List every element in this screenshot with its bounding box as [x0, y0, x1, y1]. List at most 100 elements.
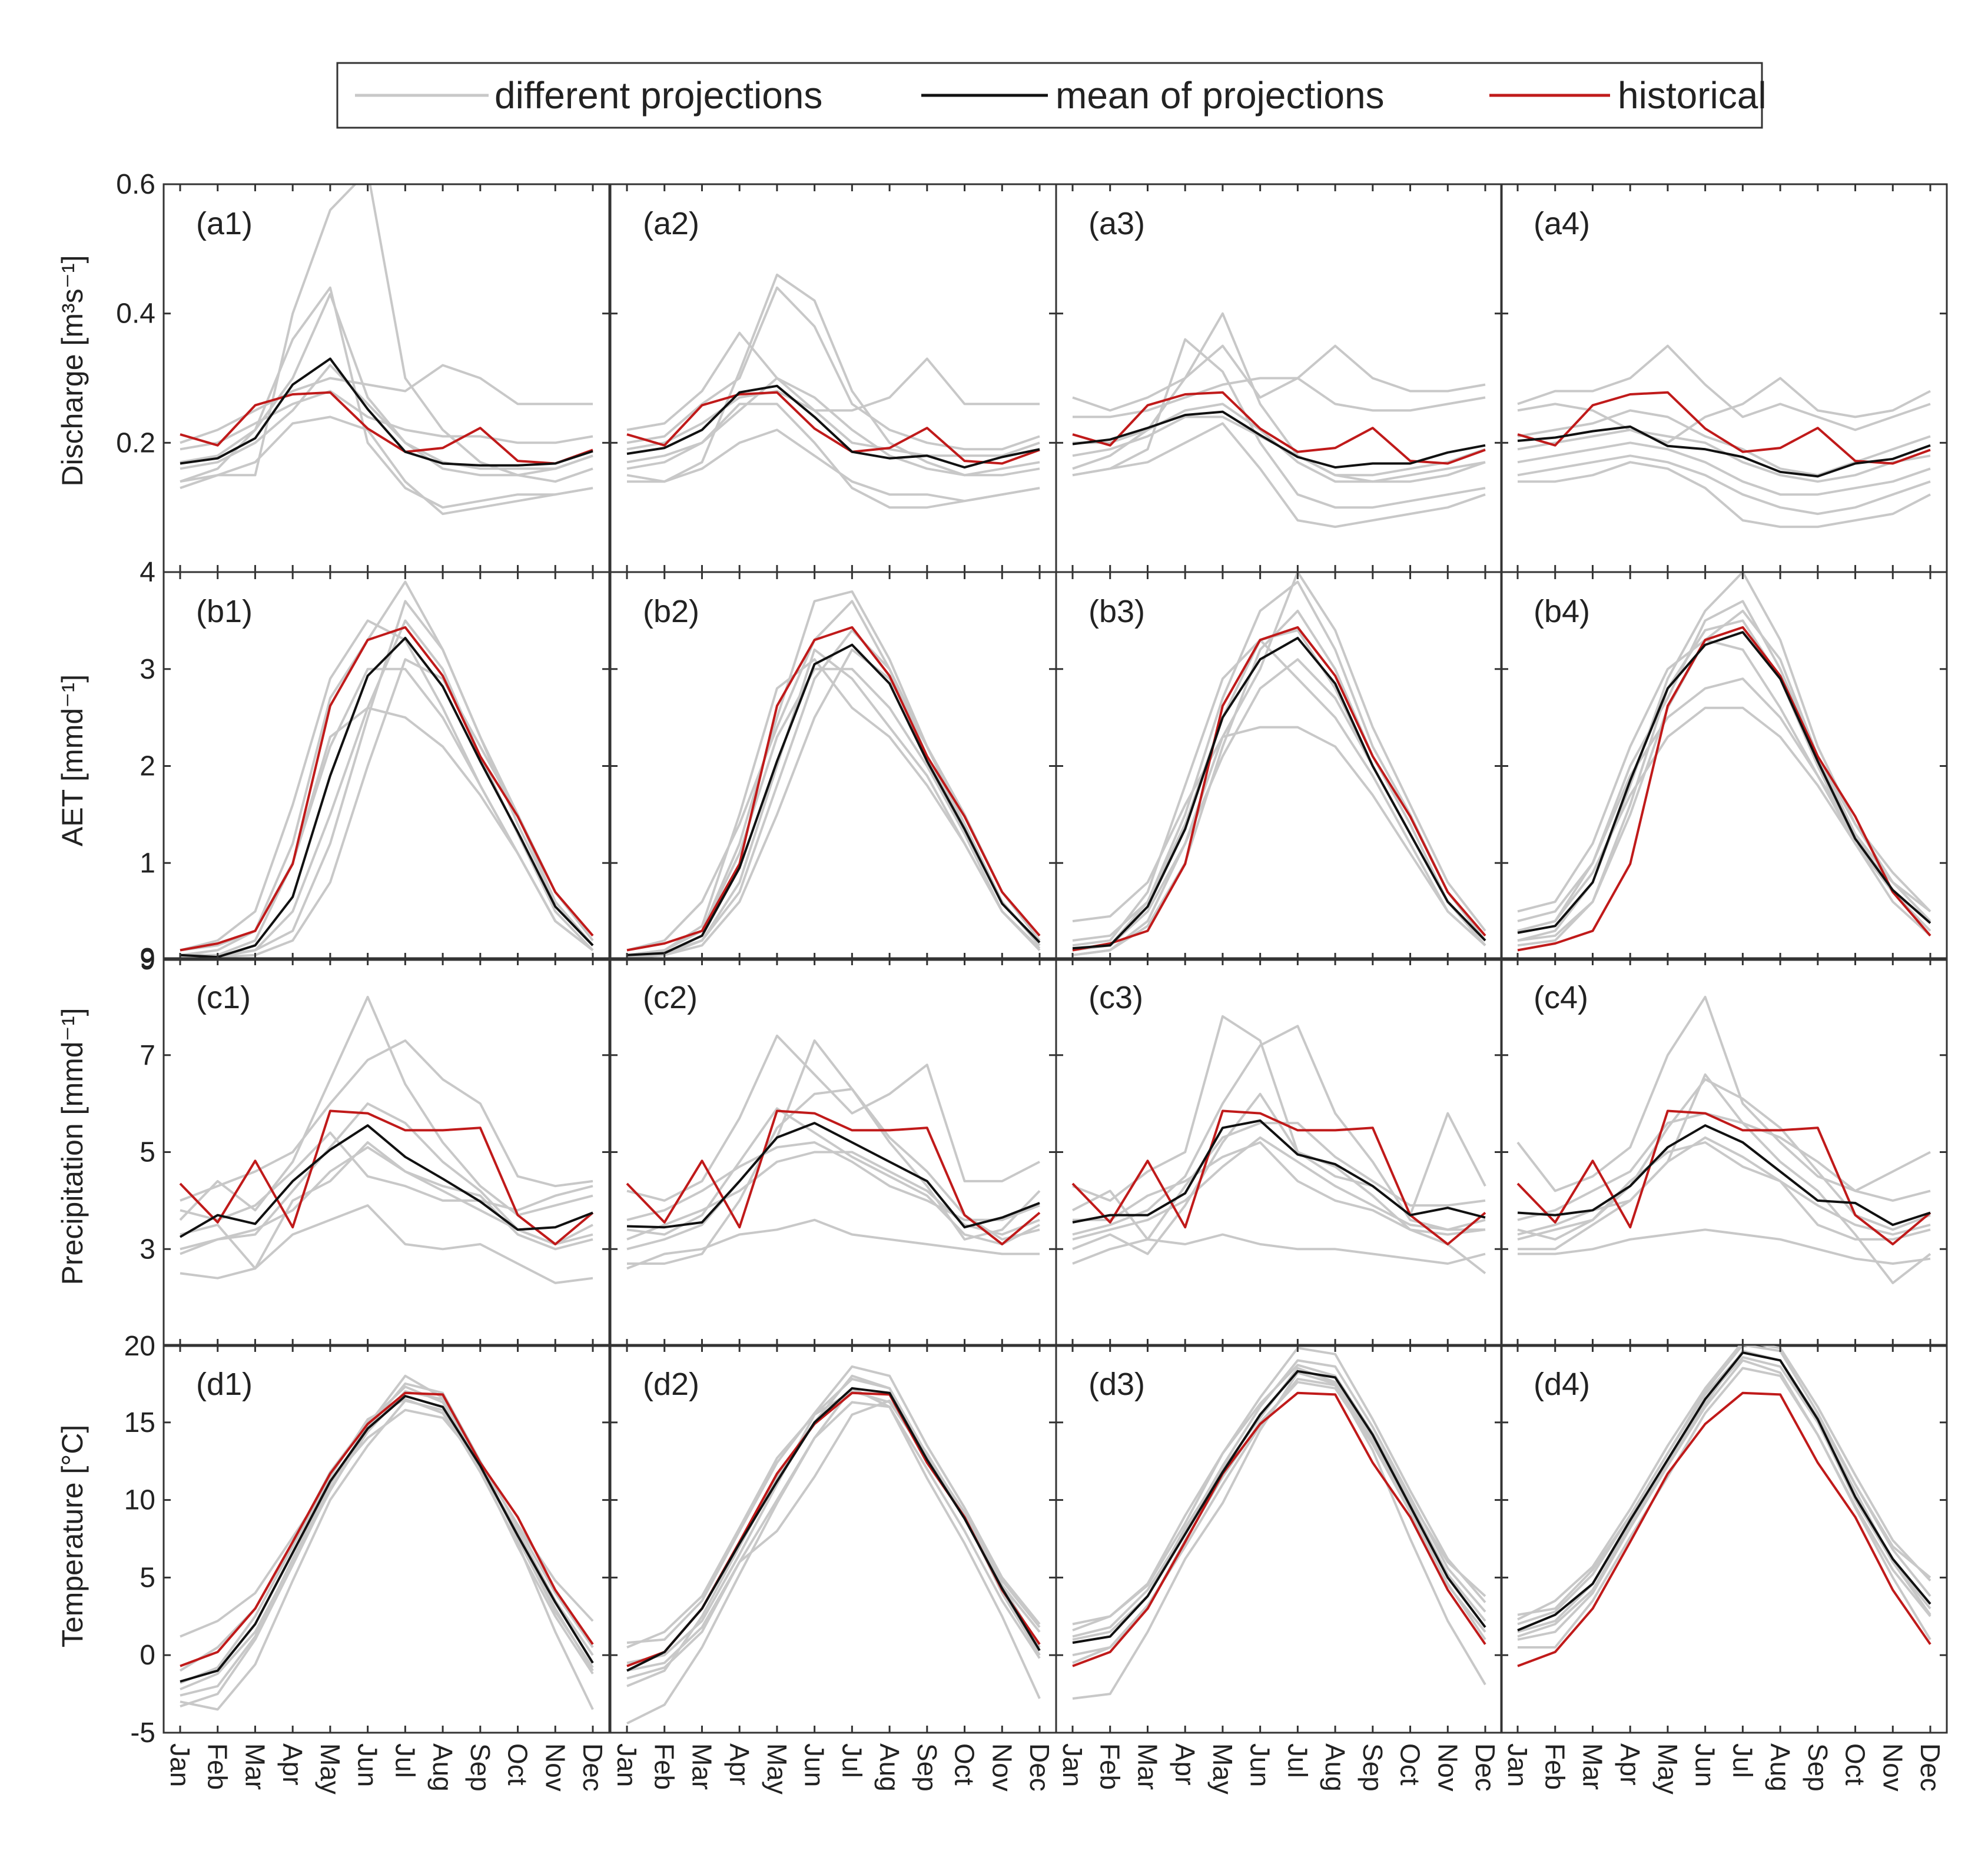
- mean-line: [1072, 1119, 1486, 1224]
- month-label: May: [315, 1743, 346, 1794]
- projection-line: [1517, 1078, 1931, 1241]
- historical-line: [1072, 1391, 1486, 1667]
- projection-line: [626, 1401, 1041, 1680]
- panel-frame: [162, 1344, 610, 1734]
- projection-line: [626, 658, 1041, 956]
- projection-line: [626, 590, 1041, 956]
- ytick-label: -5: [130, 1717, 155, 1749]
- projection-line: [179, 995, 593, 1221]
- projection-line: [1517, 1345, 1931, 1621]
- month-label: Sep: [912, 1743, 942, 1792]
- projection-line: [180, 1204, 593, 1284]
- month-label: Nov: [987, 1743, 1017, 1792]
- panel-frame: [162, 183, 610, 573]
- projection-line: [1518, 461, 1931, 529]
- mean-line: [180, 637, 594, 959]
- month-label: Feb: [203, 1743, 233, 1790]
- month-label: Oct: [1840, 1743, 1871, 1786]
- projection-line: [180, 580, 594, 956]
- ytick-label: 9: [140, 945, 155, 976]
- ytick-label: 0.6: [116, 169, 155, 200]
- projection-line: [627, 1088, 1041, 1265]
- projection-line: [1517, 677, 1931, 932]
- projection-line: [180, 706, 594, 956]
- panel-label: (a1): [196, 206, 253, 241]
- month-label: Nov: [1877, 1743, 1908, 1792]
- projection-line: [626, 667, 1041, 956]
- projection-line: [1072, 658, 1486, 952]
- mean-line: [626, 1387, 1041, 1672]
- panel-label: (a2): [643, 206, 699, 241]
- mean-line: [1517, 631, 1931, 934]
- projection-line: [626, 629, 1041, 956]
- ytick-label: 5: [140, 1562, 155, 1593]
- month-label: Jul: [1282, 1743, 1313, 1778]
- ytick-label: 0: [140, 1640, 155, 1671]
- projection-line: [1517, 344, 1931, 431]
- month-label: May: [762, 1743, 792, 1794]
- projection-line: [626, 1365, 1041, 1644]
- month-label: Aug: [874, 1743, 905, 1792]
- month-label: Sep: [465, 1743, 496, 1792]
- panel-frame: [609, 571, 1057, 961]
- projection-line: [1517, 441, 1931, 496]
- month-label: Jan: [612, 1743, 642, 1787]
- mean-line: [626, 643, 1041, 956]
- projection-line: [626, 390, 1040, 457]
- projection-line: [180, 1382, 594, 1691]
- month-label: Feb: [1095, 1743, 1126, 1790]
- projection-line: [1517, 639, 1931, 913]
- projection-line: [180, 619, 594, 959]
- month-label: Oct: [1395, 1743, 1426, 1786]
- mean-line: [1072, 637, 1486, 950]
- panel-series: [1516, 995, 1931, 1284]
- projection-line: [1517, 428, 1931, 483]
- panel-series: [1517, 1345, 1931, 1667]
- historical-line: [626, 1109, 1041, 1245]
- month-label: Dec: [578, 1743, 608, 1792]
- ytick-label: 1: [140, 848, 155, 879]
- projection-line: [626, 1387, 1041, 1724]
- mean-line: [1517, 1351, 1931, 1631]
- mean-line: [1072, 1370, 1486, 1644]
- projection-line: [626, 648, 1041, 959]
- projection-line: [180, 658, 594, 959]
- projection-line: [1517, 600, 1931, 923]
- historical-line: [1517, 626, 1931, 952]
- projection-line: [180, 416, 593, 516]
- panel-series: [626, 1034, 1041, 1270]
- projection-line: [1517, 1351, 1931, 1616]
- ylabel-aet: AET [mmd⁻¹]: [56, 674, 89, 846]
- ytick-label: 5: [140, 1137, 155, 1168]
- projection-line: [1517, 1359, 1931, 1641]
- month-label: Sep: [1803, 1743, 1833, 1792]
- projection-line: [1516, 995, 1931, 1192]
- mean-line: [179, 1124, 593, 1238]
- projection-line: [180, 1399, 594, 1711]
- month-label: Feb: [649, 1743, 680, 1790]
- projection-line: [180, 1131, 593, 1221]
- month-label: Apr: [1615, 1743, 1645, 1786]
- panel-series: [626, 590, 1041, 959]
- projection-line: [1517, 454, 1931, 516]
- ylabel-discharge: Discharge [m³s⁻¹]: [56, 255, 89, 486]
- projection-line: [1517, 619, 1931, 947]
- ytick-label: 2: [140, 751, 155, 782]
- panel-label: (d2): [643, 1367, 699, 1402]
- month-label: Jun: [353, 1743, 383, 1787]
- projection-line: [180, 364, 593, 444]
- ytick-label: 7: [140, 1040, 155, 1071]
- projection-line: [1072, 422, 1486, 529]
- projection-line: [180, 600, 594, 956]
- legend-label-projections: different projections: [494, 74, 822, 117]
- month-label: May: [1652, 1743, 1683, 1794]
- projection-line: [1072, 1015, 1486, 1217]
- panel-series: [1072, 1347, 1486, 1700]
- projection-line: [627, 428, 1040, 503]
- panel-series: [626, 273, 1040, 509]
- month-label: Aug: [1765, 1743, 1795, 1792]
- ylabel-temperature: Temperature [°C]: [56, 1425, 89, 1647]
- mean-line: [1517, 1124, 1931, 1227]
- month-label: Oct: [503, 1743, 533, 1786]
- projection-line: [626, 1107, 1040, 1245]
